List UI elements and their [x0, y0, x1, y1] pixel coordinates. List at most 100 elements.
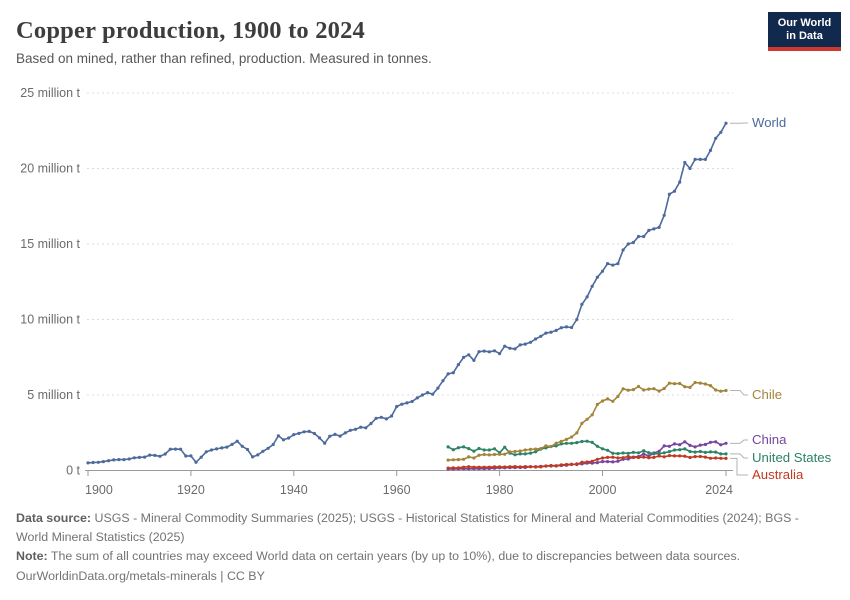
data-point: [467, 353, 471, 357]
data-point: [446, 445, 450, 449]
data-point: [472, 358, 476, 362]
label-connector-china: [729, 439, 748, 444]
data-point: [544, 464, 548, 468]
data-point: [240, 444, 244, 448]
data-point: [580, 460, 584, 464]
data-point: [503, 465, 507, 469]
data-point: [369, 421, 373, 426]
data-point: [636, 384, 641, 389]
page-title: Copper production, 1900 to 2024: [16, 17, 366, 44]
data-point: [575, 441, 579, 445]
data-point: [317, 436, 322, 440]
data-point: [281, 438, 286, 442]
data-source-label: Data source:: [16, 511, 92, 525]
data-point: [564, 462, 569, 467]
license-separator: |: [220, 568, 224, 583]
data-point: [703, 442, 708, 447]
data-point: [101, 460, 105, 464]
series-label-united-states[interactable]: United States: [752, 450, 832, 465]
data-point: [600, 456, 605, 460]
data-point: [657, 452, 661, 456]
data-point: [441, 379, 445, 383]
data-point: [626, 242, 630, 246]
data-point: [585, 439, 589, 443]
data-point: [652, 387, 656, 391]
data-point: [688, 166, 692, 171]
data-point: [523, 448, 527, 452]
series-line-world[interactable]: [87, 122, 727, 464]
data-point: [482, 452, 486, 457]
data-point: [554, 441, 558, 445]
series-label-chile[interactable]: Chile: [752, 387, 782, 402]
data-point: [544, 444, 548, 448]
data-point: [518, 465, 522, 469]
cc-by-link[interactable]: CC BY: [226, 568, 265, 583]
data-point: [570, 435, 574, 439]
data-point: [482, 448, 486, 452]
y-axis-label: 15 million t: [20, 237, 80, 251]
data-point: [600, 399, 605, 403]
data-point: [575, 431, 579, 435]
data-point: [616, 459, 620, 463]
data-point: [122, 458, 126, 462]
owid-url-link[interactable]: OurWorldinData.org/metals-minerals: [16, 568, 217, 583]
data-point: [91, 460, 95, 465]
data-point: [554, 328, 558, 332]
series-dots-chile: [446, 380, 728, 462]
data-point: [595, 402, 600, 406]
data-point: [616, 394, 620, 399]
series-label-china[interactable]: China: [752, 432, 787, 447]
data-point: [245, 447, 250, 452]
data-point: [379, 415, 383, 419]
data-point: [492, 452, 497, 457]
data-point: [590, 284, 594, 288]
data-point: [266, 446, 270, 450]
data-point: [600, 460, 605, 464]
data-point: [487, 350, 491, 354]
data-point: [559, 439, 563, 443]
data-point: [580, 302, 584, 306]
data-point: [112, 458, 116, 462]
data-point: [107, 459, 111, 463]
data-point: [708, 384, 713, 388]
data-point: [626, 451, 630, 455]
data-point: [621, 451, 625, 455]
series-label-australia[interactable]: Australia: [752, 467, 804, 482]
series-dots-australia: [446, 454, 728, 470]
data-point: [724, 456, 728, 460]
data-point: [636, 455, 641, 460]
x-axis-label: 2024: [705, 483, 733, 497]
data-source-line: Data source: USGS - Mineral Commodity Su…: [16, 509, 834, 547]
data-point: [652, 227, 656, 231]
data-point: [667, 444, 672, 448]
data-point: [606, 262, 610, 266]
data-point: [364, 426, 368, 430]
data-point: [698, 449, 702, 454]
data-point: [606, 455, 610, 459]
owid-logo[interactable]: Our World in Data: [768, 12, 841, 51]
data-point: [487, 453, 491, 457]
data-point: [672, 448, 677, 452]
x-axis-label: 1940: [280, 483, 308, 497]
data-point: [168, 447, 172, 451]
data-point: [554, 444, 558, 448]
y-axis-label: 25 million t: [20, 86, 80, 100]
data-point: [132, 456, 136, 460]
data-point: [348, 428, 352, 432]
license-line: OurWorldinData.org/metals-minerals | CC …: [16, 567, 834, 586]
series-label-world[interactable]: World: [752, 115, 786, 130]
data-point: [657, 454, 661, 458]
data-point: [564, 441, 569, 445]
data-point: [256, 453, 260, 457]
data-point: [534, 465, 538, 469]
data-point: [698, 157, 702, 161]
data-point: [297, 431, 301, 435]
data-point: [693, 455, 697, 459]
data-point: [163, 452, 167, 456]
data-point: [261, 449, 265, 453]
data-point: [528, 465, 533, 469]
data-point: [534, 337, 538, 341]
data-point: [173, 447, 178, 451]
data-point: [426, 391, 430, 395]
data-point: [312, 431, 316, 436]
